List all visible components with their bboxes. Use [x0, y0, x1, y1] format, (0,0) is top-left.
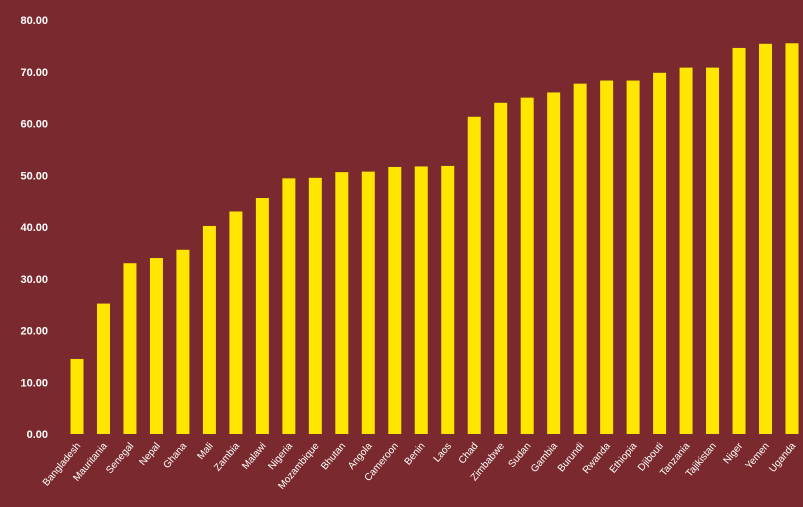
bar	[785, 43, 799, 434]
bar	[467, 116, 481, 435]
x-tick-label: Ethiopia	[608, 441, 640, 476]
bars	[70, 43, 799, 435]
bar	[70, 358, 84, 434]
x-tick-label: Chad	[457, 441, 481, 466]
bar	[573, 83, 587, 434]
y-tick-label: 80.00	[20, 15, 48, 27]
bar	[414, 166, 428, 434]
y-tick-label: 40.00	[20, 222, 48, 234]
y-tick-label: 0.00	[27, 429, 48, 441]
x-tick-label: Rwanda	[581, 441, 613, 477]
bar	[494, 102, 508, 435]
bar	[759, 43, 773, 435]
x-tick-label: Uganda	[767, 441, 798, 475]
bar	[388, 166, 402, 434]
y-tick-label: 10.00	[20, 377, 48, 389]
bar	[96, 303, 110, 434]
bar	[149, 258, 163, 434]
bar	[123, 263, 137, 434]
y-tick-label: 50.00	[20, 170, 48, 182]
bar	[255, 198, 269, 434]
y-axis: 0.00 10.00 20.00 30.00 40.00 50.00 60.00 70.00 8…	[20, 15, 48, 441]
bar	[547, 92, 561, 434]
bar	[679, 67, 693, 435]
x-tick-label: Bhutan	[319, 441, 348, 472]
x-tick-label: Benin	[403, 441, 428, 468]
y-tick-label: 70.00	[20, 67, 48, 79]
bar	[653, 72, 667, 434]
x-tick-label: Malawi	[240, 441, 268, 472]
x-tick-label: Mali	[195, 441, 215, 462]
x-tick-label: Nepal	[138, 441, 163, 468]
bar	[335, 172, 349, 434]
bar	[308, 177, 322, 434]
bar	[229, 211, 243, 434]
bar	[282, 178, 296, 434]
bar	[600, 80, 614, 435]
bar	[202, 225, 216, 434]
y-tick-label: 60.00	[20, 119, 48, 131]
bar	[706, 67, 720, 435]
bar	[176, 249, 190, 434]
bar	[441, 165, 455, 434]
x-tick-label: Ghana	[161, 441, 189, 471]
y-tick-label: 20.00	[20, 326, 48, 338]
x-tick-label: Gambia	[529, 441, 560, 475]
bar	[732, 47, 746, 434]
x-tick-label: Senegal	[104, 441, 136, 476]
bar	[520, 97, 534, 434]
x-tick-label: Laos	[432, 441, 454, 465]
x-tick-label: Niger	[722, 440, 746, 466]
x-tick-label: Zambia	[212, 441, 242, 474]
y-tick-label: 30.00	[20, 274, 48, 286]
bar	[361, 171, 375, 434]
bar	[626, 80, 640, 435]
